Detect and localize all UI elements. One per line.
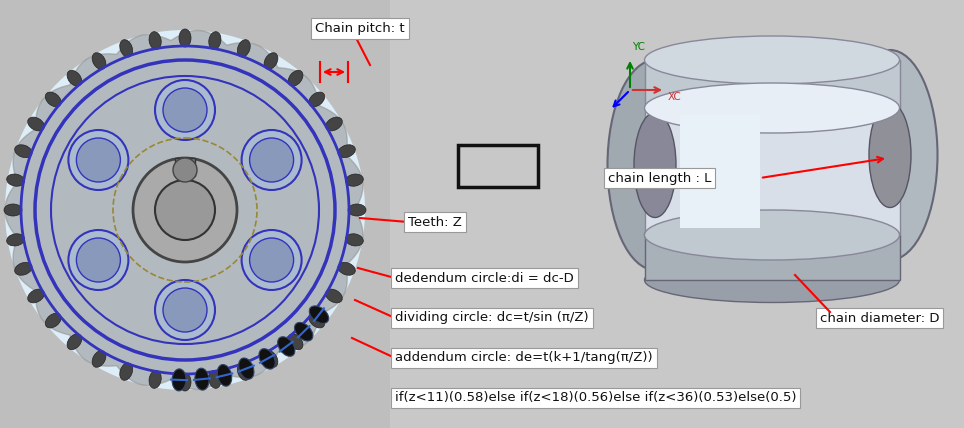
Bar [560, 0, 964, 321]
Ellipse shape [338, 145, 356, 158]
Text: Teeth: Z: Teeth: Z [408, 216, 462, 229]
Circle shape [68, 230, 128, 290]
Circle shape [242, 130, 302, 190]
Polygon shape [5, 30, 363, 389]
Ellipse shape [345, 234, 363, 246]
Ellipse shape [45, 313, 61, 328]
Text: YC: YC [632, 42, 645, 52]
Text: XC: XC [668, 92, 682, 102]
Ellipse shape [645, 212, 899, 258]
Text: addendum circle: de=t(k+1/tang(π/Z)): addendum circle: de=t(k+1/tang(π/Z)) [395, 351, 653, 365]
Ellipse shape [7, 174, 24, 186]
Bar [175, 158, 195, 176]
Ellipse shape [4, 204, 22, 216]
Ellipse shape [7, 234, 24, 246]
Circle shape [155, 180, 215, 240]
Bar [645, 235, 900, 280]
Ellipse shape [217, 365, 231, 386]
Ellipse shape [259, 349, 275, 369]
Bar [0, 0, 390, 428]
Ellipse shape [239, 358, 254, 379]
Circle shape [163, 288, 207, 332]
Ellipse shape [288, 334, 303, 350]
Text: chain diameter: D: chain diameter: D [820, 312, 940, 324]
Ellipse shape [28, 117, 44, 131]
Ellipse shape [93, 53, 106, 69]
Ellipse shape [264, 351, 278, 367]
Bar [645, 60, 900, 108]
Ellipse shape [149, 371, 161, 388]
Circle shape [155, 280, 215, 340]
Ellipse shape [348, 204, 366, 216]
Ellipse shape [309, 306, 329, 324]
Ellipse shape [179, 373, 191, 391]
Ellipse shape [607, 60, 703, 270]
Ellipse shape [93, 351, 106, 367]
Ellipse shape [149, 32, 161, 50]
Ellipse shape [326, 117, 342, 131]
Ellipse shape [645, 84, 899, 132]
Bar [680, 115, 760, 228]
Circle shape [76, 138, 120, 182]
Ellipse shape [28, 289, 44, 303]
Ellipse shape [278, 337, 295, 356]
Ellipse shape [295, 322, 313, 341]
Text: dedendum circle:di = dc-D: dedendum circle:di = dc-D [395, 271, 574, 285]
Text: chain length : L: chain length : L [608, 172, 711, 184]
Ellipse shape [209, 32, 221, 50]
Ellipse shape [869, 102, 911, 208]
Bar [390, 0, 560, 428]
Ellipse shape [45, 92, 61, 107]
Ellipse shape [172, 369, 186, 391]
Text: if(z<11)(0.58)else if(z<18)(0.56)else if(z<36)(0.53)else(0.5): if(z<11)(0.58)else if(z<18)(0.56)else if… [395, 392, 796, 404]
Ellipse shape [14, 262, 32, 275]
Ellipse shape [14, 145, 32, 158]
Circle shape [242, 230, 302, 290]
Bar [645, 108, 900, 235]
Ellipse shape [288, 70, 303, 86]
Circle shape [76, 238, 120, 282]
Ellipse shape [264, 53, 278, 69]
Ellipse shape [67, 334, 82, 350]
Circle shape [155, 80, 215, 140]
Ellipse shape [195, 368, 209, 390]
Ellipse shape [120, 40, 133, 57]
Text: dividing circle: dc=t/sin (π/Z): dividing circle: dc=t/sin (π/Z) [395, 312, 589, 324]
Circle shape [133, 158, 237, 262]
Ellipse shape [179, 29, 191, 47]
Circle shape [250, 138, 294, 182]
Ellipse shape [843, 50, 938, 260]
Bar [458, 145, 538, 187]
Circle shape [173, 158, 197, 182]
Ellipse shape [645, 210, 899, 260]
Ellipse shape [67, 70, 82, 86]
Ellipse shape [237, 40, 251, 57]
Ellipse shape [120, 363, 133, 380]
Ellipse shape [308, 92, 325, 107]
Text: Chain pitch: t: Chain pitch: t [315, 22, 405, 35]
Ellipse shape [645, 83, 899, 133]
Ellipse shape [237, 363, 251, 380]
Ellipse shape [634, 113, 676, 217]
Ellipse shape [645, 36, 899, 84]
Ellipse shape [209, 371, 221, 388]
Circle shape [5, 30, 365, 390]
Ellipse shape [645, 258, 899, 303]
Circle shape [68, 130, 128, 190]
Ellipse shape [308, 313, 325, 328]
Circle shape [163, 88, 207, 132]
Ellipse shape [338, 262, 356, 275]
Ellipse shape [345, 174, 363, 186]
Ellipse shape [326, 289, 342, 303]
Circle shape [250, 238, 294, 282]
